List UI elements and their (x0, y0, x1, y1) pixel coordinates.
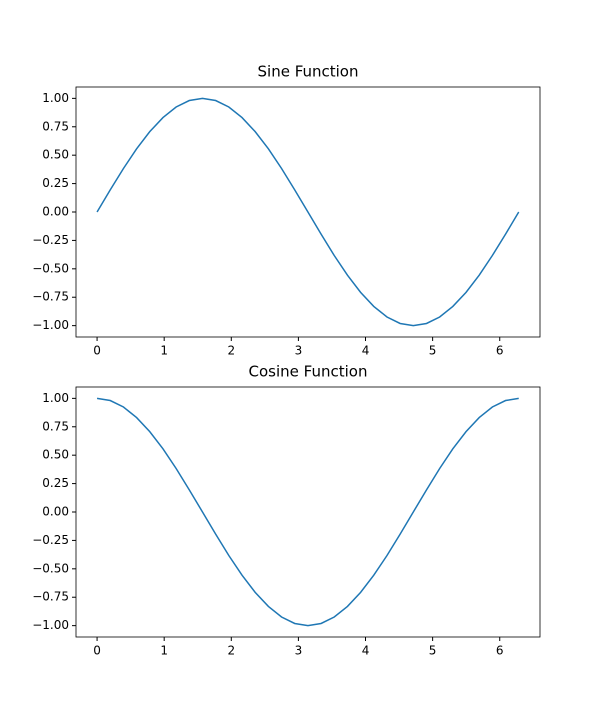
y-tick-label: −1.00 (32, 618, 69, 632)
x-tick-label: 1 (160, 344, 168, 358)
x-tick-label: 5 (429, 344, 437, 358)
y-tick-label: 0.00 (42, 505, 69, 519)
x-tick-label: 6 (496, 644, 504, 658)
x-tick-label: 6 (496, 344, 504, 358)
x-tick-label: 0 (93, 644, 101, 658)
y-tick-label: −0.25 (32, 233, 69, 247)
y-tick-label: 0.50 (42, 148, 69, 162)
x-tick-label: 2 (227, 344, 235, 358)
x-tick-label: 1 (160, 644, 168, 658)
plot-frame (75, 386, 541, 638)
x-tick-label: 3 (295, 644, 303, 658)
y-tick-label: −1.00 (32, 318, 69, 332)
y-tick-label: 1.00 (42, 391, 69, 405)
y-tick-label: −0.50 (32, 561, 69, 575)
plot-frame (75, 86, 541, 338)
y-tick-label: 0.75 (42, 119, 69, 133)
y-tick-label: −0.50 (32, 261, 69, 275)
x-tick-label: 0 (93, 344, 101, 358)
line (96, 97, 520, 327)
y-tick-label: −0.75 (32, 290, 69, 304)
line (96, 397, 519, 627)
x-tick-label: 5 (429, 644, 437, 658)
chart-title: Sine Function (258, 63, 359, 81)
y-tick-label: −0.25 (32, 533, 69, 547)
x-tick-label: 4 (362, 344, 370, 358)
y-tick-label: 0.25 (42, 476, 69, 490)
x-tick-label: 2 (227, 644, 235, 658)
y-tick-label: 1.00 (42, 91, 69, 105)
x-tick-label: 3 (295, 344, 303, 358)
y-tick-label: 0.00 (42, 205, 69, 219)
y-tick-label: 0.75 (42, 419, 69, 433)
y-tick-label: 0.50 (42, 448, 69, 462)
chart-title: Cosine Function (249, 363, 368, 381)
y-tick-label: 0.25 (42, 176, 69, 190)
x-tick-label: 4 (362, 644, 370, 658)
y-tick-label: −0.75 (32, 590, 69, 604)
